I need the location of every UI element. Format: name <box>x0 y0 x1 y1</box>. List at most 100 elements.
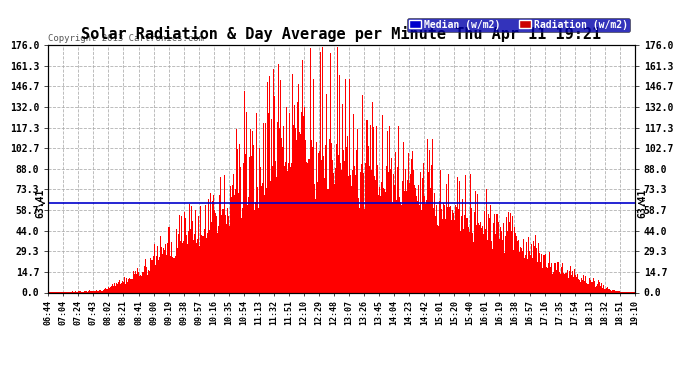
Bar <box>511 231 512 292</box>
Bar <box>528 251 529 292</box>
Bar <box>326 94 327 292</box>
Bar <box>509 222 510 292</box>
Bar <box>459 181 460 292</box>
Bar <box>102 291 103 292</box>
Bar <box>327 189 328 292</box>
Bar <box>431 165 432 292</box>
Bar <box>264 195 265 292</box>
Bar <box>585 276 586 292</box>
Bar <box>323 156 324 292</box>
Bar <box>381 182 382 292</box>
Bar <box>302 60 303 292</box>
Bar <box>584 278 585 292</box>
Bar <box>435 170 437 292</box>
Bar <box>124 277 125 292</box>
Bar <box>85 291 86 292</box>
Bar <box>520 245 522 292</box>
Bar <box>128 279 129 292</box>
Bar <box>183 246 184 292</box>
Bar <box>154 244 155 292</box>
Bar <box>591 283 592 292</box>
Bar <box>563 273 564 292</box>
Bar <box>177 248 178 292</box>
Bar <box>88 291 89 292</box>
Bar <box>502 240 503 292</box>
Bar <box>246 198 248 292</box>
Bar <box>407 180 408 292</box>
Bar <box>574 269 575 292</box>
Bar <box>275 161 276 292</box>
Bar <box>558 262 559 292</box>
Bar <box>291 164 292 292</box>
Bar <box>505 236 506 292</box>
Bar <box>613 290 614 292</box>
Bar <box>290 153 291 292</box>
Bar <box>364 209 365 292</box>
Bar <box>471 208 472 292</box>
Bar <box>215 213 216 292</box>
Bar <box>618 291 619 292</box>
Bar <box>606 289 607 292</box>
Bar <box>68 291 69 292</box>
Bar <box>127 282 128 292</box>
Bar <box>269 76 270 292</box>
Bar <box>615 291 616 292</box>
Bar <box>340 163 341 292</box>
Bar <box>438 226 439 292</box>
Bar <box>481 228 482 292</box>
Bar <box>533 230 535 292</box>
Bar <box>567 270 568 292</box>
Bar <box>232 185 233 292</box>
Bar <box>259 167 261 292</box>
Bar <box>415 152 416 292</box>
Bar <box>374 176 375 292</box>
Bar <box>371 170 372 292</box>
Bar <box>262 183 263 292</box>
Bar <box>167 243 168 292</box>
Bar <box>524 258 525 292</box>
Bar <box>89 290 90 292</box>
Bar <box>191 207 192 292</box>
Bar <box>164 250 165 292</box>
Bar <box>616 291 617 292</box>
Bar <box>279 128 280 292</box>
Bar <box>412 150 413 292</box>
Bar <box>372 159 373 292</box>
Bar <box>175 256 176 292</box>
Bar <box>101 290 102 292</box>
Bar <box>404 191 405 292</box>
Bar <box>382 115 383 292</box>
Bar <box>418 185 419 292</box>
Bar <box>168 242 170 292</box>
Bar <box>370 125 371 292</box>
Bar <box>200 207 201 292</box>
Bar <box>293 125 294 292</box>
Bar <box>442 219 443 292</box>
Bar <box>287 171 288 292</box>
Bar <box>592 282 593 292</box>
Bar <box>227 209 228 292</box>
Bar <box>428 150 430 292</box>
Bar <box>78 291 79 292</box>
Bar <box>295 128 296 292</box>
Bar <box>334 184 335 292</box>
Bar <box>289 113 290 292</box>
Bar <box>297 132 298 292</box>
Bar <box>497 214 498 292</box>
Bar <box>583 275 584 292</box>
Bar <box>313 79 314 292</box>
Bar <box>549 252 550 292</box>
Bar <box>330 53 331 292</box>
Bar <box>362 95 363 292</box>
Bar <box>596 286 597 292</box>
Bar <box>142 272 144 292</box>
Bar <box>190 229 191 292</box>
Bar <box>554 263 555 292</box>
Bar <box>75 291 76 292</box>
Bar <box>144 266 145 292</box>
Bar <box>193 240 194 292</box>
Bar <box>376 126 377 292</box>
Bar <box>569 271 570 292</box>
Text: 63.41: 63.41 <box>35 189 46 218</box>
Bar <box>111 286 112 292</box>
